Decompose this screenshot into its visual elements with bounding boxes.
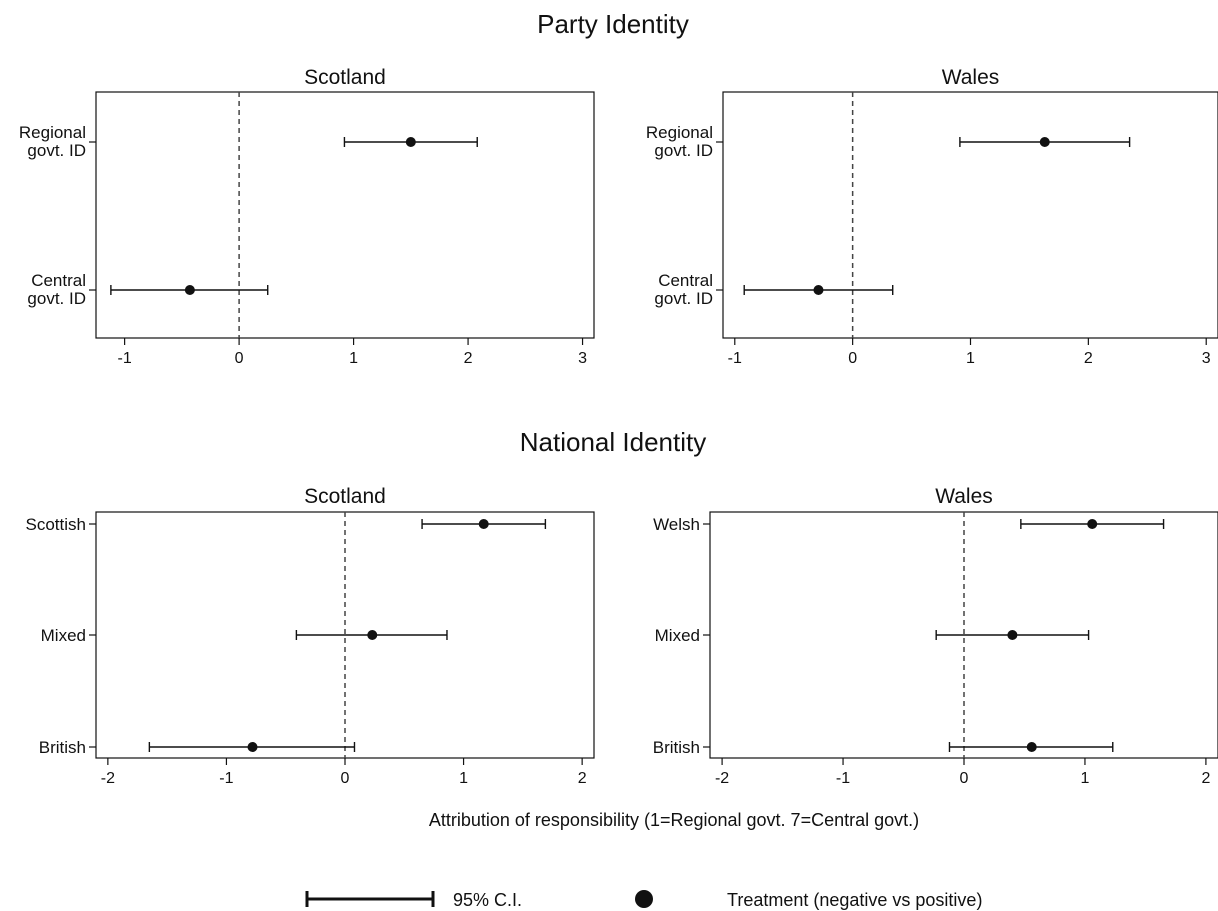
x-tick-label: 2 — [464, 350, 473, 367]
panels: Scotland -1 0 1 2 3 Regional govt. ID Central gov… — [19, 66, 1218, 787]
y-category-label: Central govt. ID — [654, 271, 713, 308]
estimate-point — [478, 519, 489, 529]
estimate-point — [367, 630, 378, 640]
x-tick-label: 3 — [1202, 350, 1211, 367]
x-tick-label: 1 — [1080, 770, 1089, 787]
x-tick-label: 0 — [341, 770, 350, 787]
x-tick-label: 2 — [1201, 770, 1210, 787]
legend-point-label: Treatment (negative vs positive) — [727, 890, 982, 910]
x-tick-label: -1 — [728, 350, 742, 367]
x-tick-label: 0 — [848, 350, 857, 367]
panel-party-wales: Wales -1 0 1 2 3 Regional govt. ID Central govt. … — [646, 66, 1218, 367]
panel-title-party-wales: Wales — [942, 66, 1000, 89]
y-category-label: Regional govt. ID — [19, 123, 86, 160]
panel-party-scotland: Scotland -1 0 1 2 3 Regional govt. ID Central gov… — [19, 66, 595, 367]
estimate-point — [1039, 137, 1050, 147]
estimate-point — [405, 137, 416, 147]
estimate-point — [247, 742, 258, 752]
section-title-national-identity: National Identity — [520, 427, 706, 457]
legend-point-marker — [635, 890, 653, 908]
y-category-label: Welsh — [653, 515, 700, 534]
estimate-point — [184, 285, 195, 295]
x-tick-label: 0 — [235, 350, 244, 367]
plot-frame — [722, 91, 1218, 339]
x-tick-label: -2 — [101, 770, 115, 787]
y-category-label: Mixed — [41, 626, 86, 645]
y-category-label: British — [39, 738, 86, 757]
x-tick-label: 2 — [1084, 350, 1093, 367]
panel-national-scotland: Scotland -2 -1 0 1 2 Scottish Mixed British — [26, 485, 595, 787]
x-tick-label: -1 — [836, 770, 850, 787]
plot-frame — [95, 91, 595, 339]
y-category-label: Regional govt. ID — [646, 123, 713, 160]
panel-title-national-wales: Wales — [935, 485, 993, 508]
y-category-label: Central govt. ID — [27, 271, 86, 308]
x-tick-label: 0 — [960, 770, 969, 787]
y-category-label: Scottish — [26, 515, 86, 534]
x-tick-label: 1 — [349, 350, 358, 367]
y-category-label: British — [653, 738, 700, 757]
estimate-point — [1026, 742, 1037, 752]
y-category-label: Mixed — [655, 626, 700, 645]
x-tick-label: -2 — [715, 770, 729, 787]
panel-title-party-scotland: Scotland — [304, 66, 386, 89]
estimate-point — [1087, 519, 1098, 529]
x-tick-label: 1 — [966, 350, 975, 367]
legend: 95% C.I. Treatment (negative vs positive… — [305, 890, 982, 910]
estimate-point — [1007, 630, 1018, 640]
panel-national-wales: Wales -2 -1 0 1 2 Welsh Mixed British — [653, 485, 1218, 787]
x-tick-label: 2 — [578, 770, 587, 787]
x-tick-label: 3 — [578, 350, 587, 367]
x-tick-label: -1 — [219, 770, 233, 787]
x-tick-label: -1 — [118, 350, 132, 367]
estimate-point — [813, 285, 824, 295]
section-title-party-identity: Party Identity — [537, 9, 689, 39]
legend-ci-label: 95% C.I. — [453, 890, 522, 910]
x-tick-label: 1 — [459, 770, 468, 787]
panel-title-national-scotland: Scotland — [304, 485, 386, 508]
x-axis-label: Attribution of responsibility (1=Regiona… — [429, 810, 919, 830]
